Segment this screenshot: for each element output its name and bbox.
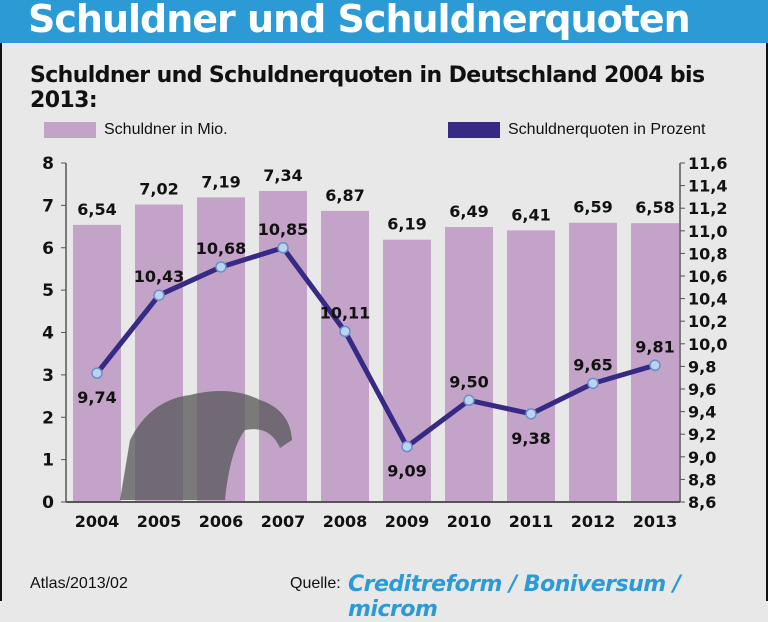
y-right-tick-label: 9,2 [688, 425, 716, 444]
x-tick-label: 2009 [385, 512, 430, 531]
x-tick-label: 2007 [261, 512, 306, 531]
y-left-tick-label: 5 [42, 281, 54, 301]
bar-label: 7,02 [139, 180, 178, 199]
line-point [153, 289, 165, 301]
y-right-tick-label: 11,0 [688, 222, 727, 241]
line-label: 9,38 [511, 429, 550, 448]
line-point [525, 408, 537, 420]
x-tick-label: 2004 [75, 512, 120, 531]
line-point [587, 377, 599, 390]
legend-line: Schuldnerquoten in Prozent [448, 121, 705, 139]
y-right-tick-label: 9,6 [688, 380, 716, 399]
line-series [95, 245, 656, 450]
bar-label: 6,59 [573, 198, 612, 217]
line-label: 10,43 [134, 267, 185, 286]
line-label: 10,68 [196, 239, 247, 258]
y-right-tick-label: 10,0 [688, 335, 727, 354]
x-tick-label: 2010 [447, 512, 492, 531]
y-left-tick-label: 4 [42, 324, 54, 344]
y-right-tick-label: 11,6 [688, 154, 727, 173]
y-left-tick-label: 8 [42, 154, 54, 174]
line-point [215, 261, 227, 273]
line-point [649, 359, 661, 372]
line-label: 10,85 [258, 220, 309, 239]
line-label: 9,65 [573, 355, 612, 374]
bar [321, 210, 369, 503]
bar-label: 6,58 [635, 198, 674, 217]
x-tick-label: 2008 [323, 512, 368, 531]
atlas-label: Atlas/2013/02 [30, 575, 128, 592]
frame [0, 0, 768, 601]
source-logo: Creditreform / Boniversum / microm [348, 572, 681, 622]
line-label: 10,11 [320, 303, 371, 322]
y-left-tick-label: 2 [42, 408, 54, 428]
line-point [91, 367, 103, 379]
y-right-tick-label: 10,4 [688, 290, 727, 309]
y-right-tick-label: 11,4 [688, 177, 727, 196]
header: Schuldner und Schuldnerquoten [0, 0, 768, 43]
line-point [401, 440, 413, 453]
y-right-tick-label: 10,8 [688, 244, 727, 263]
y-left-tick-label: 0 [42, 493, 54, 513]
bar-label: 6,87 [325, 186, 364, 205]
legend-label-bars: Schuldner in Mio. [104, 121, 228, 138]
bar [507, 230, 555, 502]
x-tick-label: 2013 [633, 512, 678, 531]
line-label: 9,50 [449, 372, 488, 391]
chart-title: Schuldner und Schuldnerquoten in Deutsch… [30, 63, 705, 113]
page-title: Schuldner und Schuldnerquoten [28, 0, 691, 41]
x-tick-label: 2006 [199, 512, 244, 531]
y-left-tick-label: 6 [42, 239, 54, 259]
bar [569, 222, 617, 502]
line-label: 9,74 [77, 388, 116, 407]
legend-swatch-line [448, 122, 500, 138]
y-right-tick-label: 9,0 [688, 448, 716, 467]
y-left-tick-label: 3 [42, 366, 54, 386]
legend-swatch-bars [44, 122, 96, 138]
y-right-tick-label: 10,6 [688, 267, 727, 286]
line-point [277, 242, 289, 254]
x-tick-label: 2012 [571, 512, 616, 531]
y-right-tick-label: 11,2 [688, 199, 727, 218]
bar-label: 6,49 [449, 202, 488, 221]
source-label: Quelle: [290, 575, 341, 592]
y-right-tick-label: 8,6 [688, 493, 716, 512]
legend-label-line: Schuldnerquoten in Prozent [508, 121, 706, 138]
y-left-tick-label: 1 [42, 451, 54, 471]
bar [73, 224, 121, 502]
line-label: 9,81 [635, 337, 674, 356]
line-label: 9,09 [387, 462, 426, 481]
y-right-tick-label: 9,4 [688, 403, 716, 422]
x-tick-label: 2011 [509, 512, 554, 531]
line-point [463, 394, 475, 407]
x-tick-label: 2005 [137, 512, 182, 531]
legend-bars: Schuldner in Mio. [44, 121, 228, 139]
y-right-tick-label: 9,8 [688, 357, 716, 376]
bar-label: 7,19 [201, 172, 240, 191]
bar-label: 6,19 [387, 215, 426, 234]
y-left-tick-label: 7 [42, 196, 54, 216]
y-right-tick-label: 10,2 [688, 312, 727, 331]
bar [383, 239, 431, 503]
vulture-illustration [120, 391, 292, 500]
line-point [339, 325, 351, 338]
chart: 6,54 2004 7,02 2005 7,19 2006 7,34 2007 6,87 2008… [42, 154, 727, 531]
y-right-tick-label: 8,8 [688, 470, 716, 489]
bar-label: 7,34 [263, 166, 302, 185]
bar [445, 226, 493, 502]
bar-label: 6,41 [511, 205, 550, 224]
bar-label: 6,54 [77, 200, 116, 219]
